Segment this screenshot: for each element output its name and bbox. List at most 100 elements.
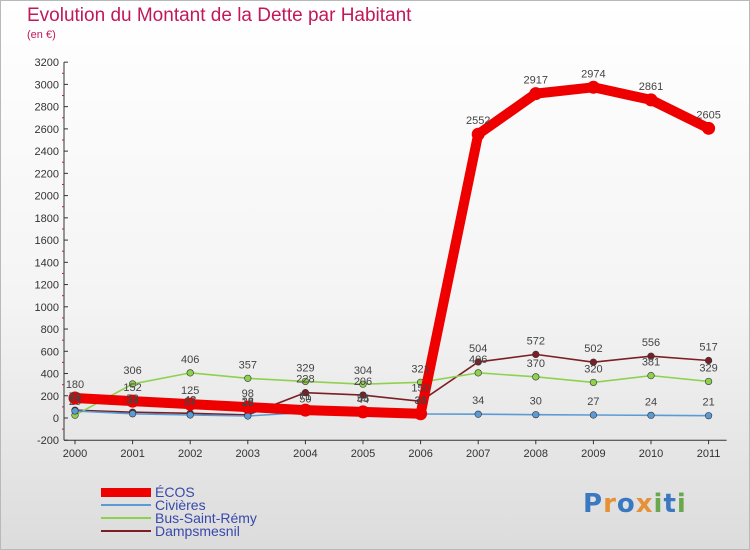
logo-letter: o xyxy=(616,489,636,519)
x-tick-label: 2002 xyxy=(178,448,202,460)
data-label: 34 xyxy=(472,395,484,407)
data-point xyxy=(359,380,367,388)
data-label: 2917 xyxy=(524,75,548,87)
data-label: 2974 xyxy=(581,68,605,80)
data-label: 21 xyxy=(702,397,714,409)
data-point xyxy=(68,391,82,405)
data-label: 98 xyxy=(242,388,254,400)
legend-swatch xyxy=(101,530,151,532)
legend-swatch xyxy=(101,517,151,519)
data-label: 44 xyxy=(357,394,369,406)
data-label: 180 xyxy=(66,379,84,391)
data-label: 27 xyxy=(184,396,196,408)
data-point xyxy=(589,411,598,419)
x-tick-label: 2003 xyxy=(236,448,260,460)
data-label: 502 xyxy=(584,343,602,355)
y-tick-label: 600 xyxy=(41,346,59,358)
logo-letter: i xyxy=(653,489,664,519)
data-label: 2552 xyxy=(466,115,490,127)
y-tick-label: 400 xyxy=(41,369,59,381)
legend-item: ÉCOS xyxy=(101,484,341,500)
data-label: 206 xyxy=(354,376,372,388)
data-point xyxy=(244,374,252,382)
x-tick-label: 2004 xyxy=(293,448,317,460)
data-point xyxy=(129,380,137,388)
logo-letter: r xyxy=(603,489,617,519)
data-label: 150 xyxy=(411,382,429,394)
data-point xyxy=(529,87,543,101)
y-tick-label: 2200 xyxy=(35,168,59,180)
logo-letter: P xyxy=(583,489,604,519)
y-tick-label: 200 xyxy=(41,391,59,403)
data-label: 24 xyxy=(645,396,657,408)
y-tick-label: 1200 xyxy=(35,280,59,292)
data-label: 504 xyxy=(469,343,487,355)
data-label: 306 xyxy=(123,365,141,377)
data-label: 329 xyxy=(699,362,717,374)
data-point xyxy=(532,411,540,419)
legend-item: Dampsmesnil xyxy=(101,523,341,539)
data-label: 228 xyxy=(296,374,314,386)
data-label: 27 xyxy=(587,396,599,408)
legend-swatch xyxy=(101,487,151,497)
data-label: 38 xyxy=(126,395,138,407)
data-label: 517 xyxy=(699,342,717,354)
axes: -200 0 200 400 600 800 1000 1200 1400 1600 1800 200… xyxy=(35,57,727,460)
data-label: 28 xyxy=(242,396,254,408)
data-label: 406 xyxy=(469,354,487,366)
data-label: 25 xyxy=(69,396,81,408)
y-tick-label: 1600 xyxy=(35,235,59,247)
legend-label: Civières xyxy=(155,497,206,513)
x-tick-label: 2011 xyxy=(697,448,721,460)
data-label: 63 xyxy=(69,392,81,404)
legend-item: Civières xyxy=(101,497,341,513)
data-point xyxy=(702,121,716,135)
series-line xyxy=(74,372,710,417)
x-tick-label: 2008 xyxy=(524,448,548,460)
data-point xyxy=(647,352,655,360)
data-point xyxy=(532,350,540,358)
x-tick-label: 2009 xyxy=(581,448,605,460)
proxiti-logo: Proxiti xyxy=(583,489,687,519)
data-label: 50 xyxy=(299,393,311,405)
data-labels: 70 52 42 28 228 206 150 504 572 502 556 517 25 306 406… xyxy=(66,68,721,409)
data-label: 30 xyxy=(530,396,542,408)
y-tick-label: 3200 xyxy=(35,57,59,69)
data-label: 70 xyxy=(69,391,81,403)
legend-label: ÉCOS xyxy=(155,484,195,500)
y-tick-label: 3000 xyxy=(35,79,59,91)
y-tick-label: 800 xyxy=(41,324,59,336)
data-point xyxy=(301,389,310,397)
series-ecos xyxy=(68,80,716,421)
data-label: 42 xyxy=(184,394,196,406)
data-point xyxy=(647,411,655,419)
x-tick-label: 2006 xyxy=(408,448,432,460)
data-point xyxy=(241,400,255,414)
data-label: 357 xyxy=(239,359,257,371)
y-tick-label: 1400 xyxy=(35,257,59,269)
y-tick-label: 0 xyxy=(53,413,59,425)
data-point xyxy=(704,377,713,386)
data-point xyxy=(359,391,367,399)
data-point xyxy=(129,410,137,418)
data-point xyxy=(356,405,370,419)
series-bus-saint-remy xyxy=(71,369,713,419)
data-label: 304 xyxy=(354,365,372,377)
data-label: 38 xyxy=(414,395,426,407)
data-point xyxy=(589,358,598,366)
x-tick-label: 2001 xyxy=(120,448,144,460)
data-label: 320 xyxy=(584,363,602,375)
x-tick-label: 2005 xyxy=(351,448,375,460)
data-label: 556 xyxy=(642,337,660,349)
series-layer xyxy=(68,80,716,421)
data-point xyxy=(474,358,482,366)
data-point xyxy=(183,397,197,411)
data-point xyxy=(532,373,540,381)
data-point xyxy=(301,377,310,386)
logo-letter: t xyxy=(663,489,677,519)
y-tick-label: 2400 xyxy=(35,146,59,158)
data-label: 152 xyxy=(123,382,141,394)
data-point xyxy=(298,403,312,417)
